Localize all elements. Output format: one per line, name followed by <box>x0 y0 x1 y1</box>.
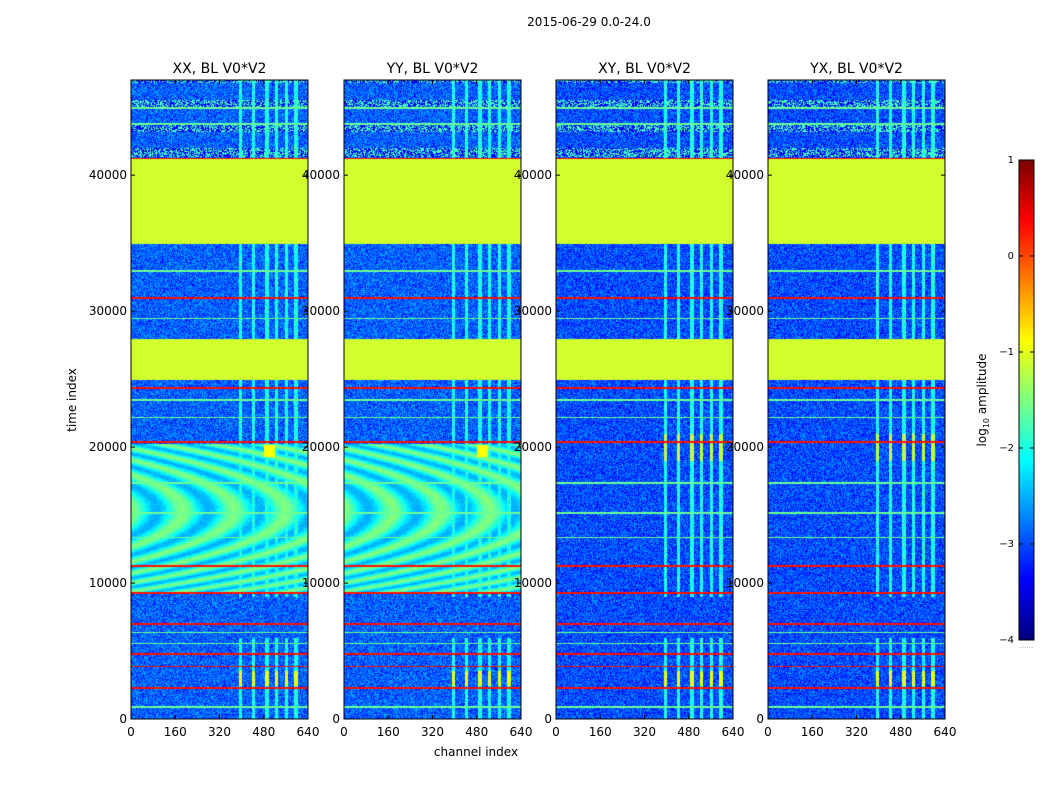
x-tick-label: 160 <box>164 725 187 739</box>
y-tick-label: 30000 <box>514 304 552 318</box>
x-tick-label: 320 <box>845 725 868 739</box>
x-tick-label: 0 <box>764 725 772 739</box>
x-tick-label: 0 <box>552 725 560 739</box>
y-tick-label: 0 <box>332 712 340 726</box>
x-tick-label: 320 <box>633 725 656 739</box>
colorbar: 1 0 −1 −2 −3 −4 log10 amplitude...... <box>975 155 1035 650</box>
y-tick-label: 10000 <box>514 576 552 590</box>
y-tick-label: 40000 <box>726 168 764 182</box>
colorbar-tick-label: −4 <box>999 635 1014 646</box>
panel-yx: YX, BL V0*V2 0 160 320 480 640 0 10000 20000 3000… <box>726 61 957 739</box>
panels-group: XX, BL V0*V2 0 160 320 480 640 0 10000 20000 3000… <box>89 61 957 739</box>
x-tick-label: 640 <box>510 725 533 739</box>
panel-xx: XX, BL V0*V2 0 160 320 480 640 0 10000 20000 3000… <box>89 61 320 739</box>
x-tick-label: 480 <box>252 725 275 739</box>
x-tick-label: 160 <box>801 725 824 739</box>
y-tick-label: 40000 <box>302 168 340 182</box>
x-tick-label: 160 <box>377 725 400 739</box>
y-tick-label: 30000 <box>89 304 127 318</box>
x-tick-label: 320 <box>421 725 444 739</box>
x-tick-label: 640 <box>297 725 320 739</box>
heatmap-image-yy <box>344 80 521 719</box>
colorbar-label: log10 amplitude <box>975 354 991 447</box>
y-tick-label: 0 <box>756 712 764 726</box>
colorbar-tick-label: −1 <box>999 347 1014 358</box>
panel-title: XX, BL V0*V2 <box>173 61 267 77</box>
x-tick-label: 320 <box>208 725 231 739</box>
colorbar-tick-label: −3 <box>999 539 1014 550</box>
y-tick-label: 10000 <box>726 576 764 590</box>
x-tick-label: 480 <box>677 725 700 739</box>
panel-title: YY, BL V0*V2 <box>386 61 479 77</box>
y-tick-label: 40000 <box>514 168 552 182</box>
y-tick-label: 30000 <box>302 304 340 318</box>
colorbar-frame <box>1018 159 1035 641</box>
panel-xy: XY, BL V0*V2 0 160 320 480 640 0 10000 20000 3000… <box>514 61 745 739</box>
y-tick-label: 40000 <box>89 168 127 182</box>
y-tick-label: 10000 <box>302 576 340 590</box>
y-tick-label: 30000 <box>726 304 764 318</box>
heatmap-image-xx <box>131 80 308 719</box>
x-tick-label: 480 <box>465 725 488 739</box>
panel-title: YX, BL V0*V2 <box>809 61 903 77</box>
y-tick-label: 10000 <box>89 576 127 590</box>
x-tick-label: 640 <box>934 725 957 739</box>
y-tick-label: 20000 <box>726 440 764 454</box>
x-tick-label: 0 <box>127 725 135 739</box>
x-axis-label: channel index <box>434 745 518 759</box>
colorbar-tick-label: 1 <box>1008 155 1014 166</box>
colorbar-tick-label: 0 <box>1008 251 1014 262</box>
colorbar-tick-label: −2 <box>999 443 1014 454</box>
heatmap-image-yx <box>768 80 945 719</box>
y-tick-label: 0 <box>119 712 127 726</box>
y-tick-label: 0 <box>544 712 552 726</box>
x-tick-label: 0 <box>340 725 348 739</box>
panel-title: XY, BL V0*V2 <box>598 61 691 77</box>
colorbar-gradient <box>1019 160 1034 640</box>
colorbar-extend-mark: ...... <box>1020 642 1033 650</box>
heatmap-image-xy <box>556 80 733 719</box>
x-tick-label: 160 <box>589 725 612 739</box>
figure-title: 2015-06-29 0.0-24.0 <box>527 15 651 29</box>
y-axis-label: time index <box>65 368 79 432</box>
y-tick-label: 20000 <box>514 440 552 454</box>
x-tick-label: 480 <box>889 725 912 739</box>
y-tick-label: 20000 <box>89 440 127 454</box>
y-tick-label: 20000 <box>302 440 340 454</box>
x-tick-label: 640 <box>722 725 745 739</box>
panel-yy: YY, BL V0*V2 0 160 320 480 640 0 10000 20000 3000… <box>302 61 533 739</box>
